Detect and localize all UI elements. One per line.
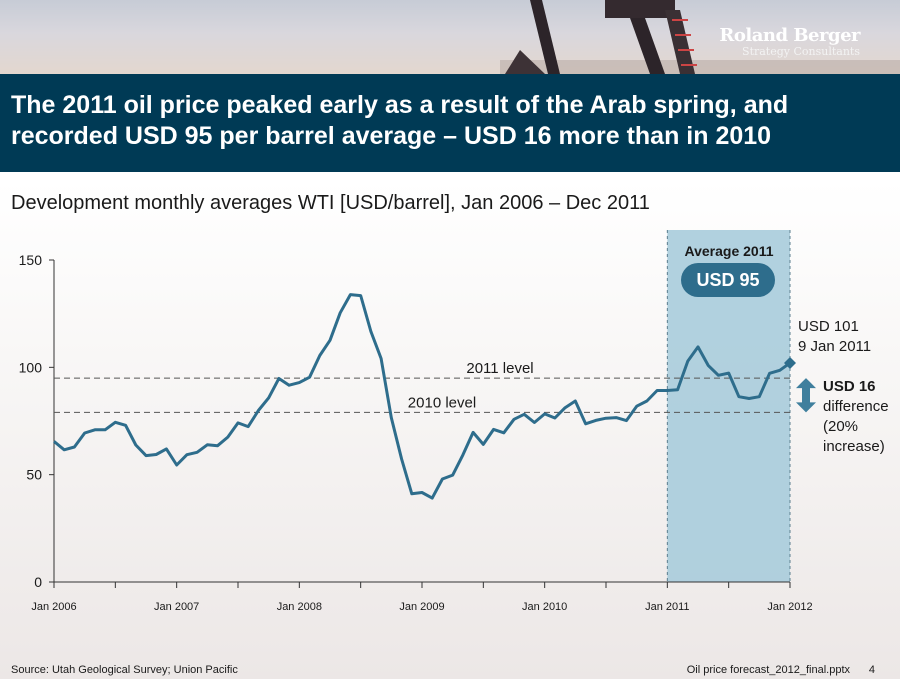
x-tick-label: Jan 2009 [399, 601, 444, 613]
difference-value: USD 16 [823, 378, 876, 395]
reference-label-2011: 2011 level [466, 360, 533, 377]
difference-callout: USD 16 difference (20% increase) [823, 377, 889, 457]
difference-label: difference [823, 398, 889, 415]
brand-subtitle: Strategy Consultants [742, 45, 860, 58]
title-bar: The 2011 oil price peaked early as a res… [0, 74, 900, 172]
difference-arrow-icon [796, 378, 816, 413]
y-tick-label: 0 [34, 574, 42, 590]
x-tick-label: Jan 2007 [154, 601, 199, 613]
y-tick-label: 150 [19, 252, 43, 268]
difference-increase: increase) [823, 438, 885, 455]
x-tick-label: Jan 2010 [522, 601, 567, 613]
header-banner: Roland Berger Strategy Consultants [0, 0, 900, 74]
x-tick-label: Jan 2011 [645, 601, 689, 613]
peak-value: USD 101 [798, 318, 859, 335]
slide-title: The 2011 oil price peaked early as a res… [11, 91, 789, 150]
brand-name: Roland Berger [719, 25, 860, 46]
source-note: Source: Utah Geological Survey; Union Pa… [11, 664, 238, 676]
average-label: Average 2011 [684, 243, 774, 259]
oil-pump-illustration [500, 0, 900, 74]
peak-date: 9 Jan 2011 [798, 338, 872, 355]
difference-percent: (20% [823, 418, 859, 435]
peak-callout: USD 101 9 Jan 2011 [798, 317, 871, 357]
x-tick-label: Jan 2006 [31, 601, 76, 613]
y-tick-label: 100 [19, 359, 43, 375]
file-name: Oil price forecast_2012_final.pptx [686, 664, 850, 676]
chart-subtitle: Development monthly averages WTI [USD/ba… [11, 192, 650, 214]
y-tick-label: 50 [26, 467, 42, 483]
average-value-pill: USD 95 [681, 263, 775, 297]
wti-price-line [53, 293, 791, 500]
x-tick-label: Jan 2012 [767, 601, 812, 613]
end-point-marker [784, 357, 796, 370]
reference-label-2010: 2010 level [408, 394, 476, 411]
x-tick-label: Jan 2008 [277, 601, 322, 613]
page-number: 4 [868, 664, 875, 676]
brand-logo: Roland Berger Strategy Consultants [719, 26, 860, 58]
